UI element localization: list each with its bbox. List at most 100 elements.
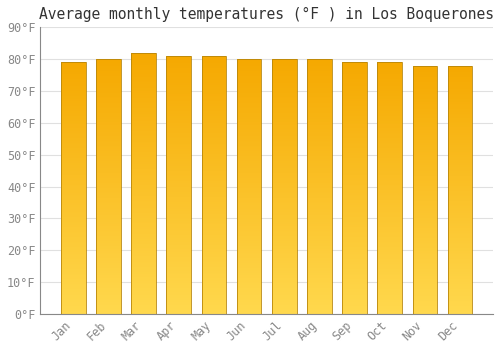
Bar <box>307 203 332 205</box>
Bar <box>237 73 262 75</box>
Bar <box>307 225 332 227</box>
Bar <box>61 77 86 79</box>
Bar <box>378 124 402 126</box>
Bar <box>448 299 472 301</box>
Bar <box>448 221 472 223</box>
Bar <box>307 227 332 229</box>
Bar <box>272 300 296 302</box>
Bar <box>378 118 402 119</box>
Bar <box>131 244 156 246</box>
Bar <box>166 60 191 61</box>
Bar <box>202 288 226 290</box>
Bar <box>307 209 332 210</box>
Bar <box>378 187 402 188</box>
Bar <box>166 254 191 256</box>
Bar <box>96 129 120 131</box>
Bar <box>342 91 367 92</box>
Bar <box>448 281 472 282</box>
Bar <box>61 215 86 217</box>
Bar <box>378 270 402 272</box>
Bar <box>307 224 332 225</box>
Bar <box>412 219 438 221</box>
Bar <box>272 241 296 243</box>
Bar <box>272 239 296 241</box>
Bar <box>61 292 86 294</box>
Bar <box>307 124 332 125</box>
Bar <box>166 58 191 60</box>
Bar <box>131 175 156 176</box>
Bar <box>378 196 402 198</box>
Bar <box>202 211 226 212</box>
Bar <box>61 310 86 312</box>
Bar <box>307 212 332 214</box>
Bar <box>272 183 296 185</box>
Bar <box>412 72 438 74</box>
Bar <box>378 166 402 168</box>
Bar <box>307 103 332 105</box>
Bar <box>342 250 367 252</box>
Bar <box>412 253 438 254</box>
Bar <box>96 144 120 146</box>
Bar <box>307 129 332 131</box>
Bar <box>412 230 438 231</box>
Bar <box>342 280 367 282</box>
Bar <box>96 100 120 101</box>
Bar <box>448 191 472 193</box>
Bar <box>96 214 120 215</box>
Bar <box>448 153 472 155</box>
Bar <box>412 87 438 89</box>
Bar <box>448 160 472 162</box>
Bar <box>96 63 120 64</box>
Bar <box>131 211 156 213</box>
Bar <box>448 246 472 248</box>
Bar <box>378 294 402 295</box>
Bar <box>342 69 367 71</box>
Bar <box>307 144 332 146</box>
Bar <box>237 297 262 299</box>
Bar <box>202 94 226 96</box>
Bar <box>237 108 262 110</box>
Bar <box>272 309 296 310</box>
Bar <box>272 71 296 73</box>
Bar <box>272 159 296 161</box>
Bar <box>166 266 191 267</box>
Bar <box>237 266 262 268</box>
Bar <box>61 218 86 220</box>
Bar <box>342 181 367 183</box>
Bar <box>166 300 191 302</box>
Bar <box>202 293 226 295</box>
Bar <box>342 255 367 257</box>
Bar <box>202 297 226 299</box>
Bar <box>448 234 472 236</box>
Bar <box>237 181 262 183</box>
Bar <box>272 139 296 141</box>
Bar <box>307 100 332 101</box>
Bar <box>307 117 332 119</box>
Bar <box>272 75 296 76</box>
Bar <box>342 94 367 96</box>
Bar <box>378 101 402 103</box>
Bar <box>61 81 86 83</box>
Bar <box>307 95 332 97</box>
Bar <box>342 253 367 255</box>
Bar <box>202 63 226 64</box>
Bar <box>96 207 120 209</box>
Bar <box>202 281 226 283</box>
Bar <box>166 280 191 281</box>
Bar <box>378 103 402 104</box>
Bar <box>412 211 438 213</box>
Bar <box>237 151 262 153</box>
Bar <box>412 124 438 125</box>
Bar <box>378 299 402 300</box>
Bar <box>237 268 262 270</box>
Bar <box>272 248 296 249</box>
Bar <box>166 226 191 228</box>
Bar <box>166 77 191 78</box>
Bar <box>237 97 262 98</box>
Bar <box>237 205 262 207</box>
Bar <box>237 300 262 302</box>
Bar <box>272 195 296 197</box>
Bar <box>237 229 262 231</box>
Bar <box>307 79 332 81</box>
Bar <box>412 168 438 170</box>
